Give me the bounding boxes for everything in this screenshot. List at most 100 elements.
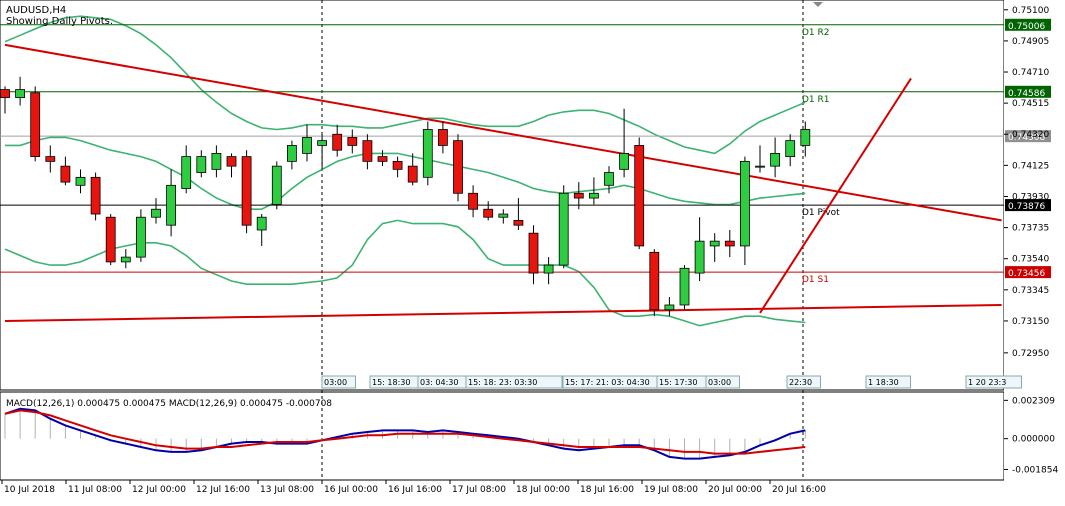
bull-candle [558, 192, 569, 266]
date-tick-label: 10 Jul 2018 [4, 485, 55, 495]
session-marker-text: 03: 04:30 [420, 378, 458, 387]
candles [0, 76, 811, 317]
macd-signal-line [4, 409, 806, 455]
session-marker-text: 15: 17: 21: 03: 04:30 [565, 378, 650, 387]
bear-candle [724, 240, 735, 247]
bear-candle [347, 137, 358, 146]
session-marker-box [865, 375, 911, 389]
bull-candle [498, 213, 509, 218]
bull-candle [604, 172, 614, 186]
price-tick-label: 0.73735 [1012, 224, 1049, 234]
price-tick-label: 0.74320 [1012, 130, 1049, 140]
bull-candle [120, 256, 131, 263]
current-price-label: 0.74308 [1008, 133, 1045, 143]
price-tick-labels: 0.75100 0.74905 0.74710 0.74515 0.74320 0.741… [1004, 6, 1049, 359]
bear-candle [528, 232, 539, 274]
pivot-level-name: D1 S1 [802, 275, 829, 285]
macd-tick-label: 0.002309 [1012, 396, 1055, 406]
pivot-level-name: D1 R2 [802, 28, 830, 38]
bull-candle [181, 156, 192, 189]
bear-candle [407, 165, 418, 183]
bull-candle [256, 216, 267, 231]
session-marker-text: 03:00 [324, 378, 347, 387]
macd-tick-label: 0.000000 [1012, 435, 1055, 445]
bull-candle [286, 145, 297, 162]
session-marker-box [786, 375, 821, 389]
pivot-level-name: D1 Pivot [802, 208, 840, 218]
session-marker-bar: 03:00 15: 18:30 03: 04:30 15: 18: 23: 03:30… [321, 375, 1022, 389]
bull-candle [679, 267, 690, 306]
bull-candle [135, 216, 146, 258]
date-tick-label: 12 Jul 16:00 [196, 485, 250, 495]
trendlines [4, 43, 1002, 322]
bear-candle [377, 156, 388, 162]
bear-candle [60, 165, 71, 183]
price-tick-label: 0.73345 [1012, 286, 1049, 296]
date-tick-label: 16 Jul 16:00 [388, 485, 442, 495]
trendline [4, 303, 1002, 322]
bear-candle [634, 145, 645, 247]
bull-candle [317, 140, 328, 146]
date-tick-label: 11 Jul 08:00 [68, 485, 122, 495]
bear-candle [483, 208, 494, 218]
bear-candle [573, 192, 584, 199]
bull-candle [664, 304, 675, 311]
band-upper-line [4, 15, 806, 155]
bull-candle [166, 184, 177, 226]
pivot-price-label: 0.75006 [1008, 22, 1045, 32]
bull-candle [709, 240, 720, 247]
bear-candle [392, 160, 403, 170]
session-marker-box [965, 375, 1022, 389]
bull-candle [422, 129, 433, 178]
bull-candle [770, 152, 780, 167]
bear-candle [241, 156, 252, 226]
pivot-level-name: D1 R1 [802, 95, 830, 105]
date-tick-label: 18 Jul 00:00 [516, 485, 570, 495]
date-tick-labels: 10 Jul 2018 11 Jul 08:00 12 Jul 00:00 12 Ju… [1, 480, 826, 495]
trendline [759, 77, 912, 314]
bull-candle [589, 192, 599, 199]
bear-candle [437, 129, 448, 146]
price-tick-label: 0.74515 [1012, 99, 1049, 109]
price-tick-label: 0.74905 [1012, 37, 1049, 47]
date-tick-label: 18 Jul 16:00 [580, 485, 634, 495]
bear-candle [513, 220, 524, 226]
bear-candle [0, 89, 10, 98]
session-marker-text: 15: 18:30 [372, 378, 410, 387]
bull-candle [211, 152, 222, 170]
bull-candle [196, 156, 207, 173]
band-middle-line [5, 136, 806, 210]
session-marker-box [705, 375, 740, 389]
bull-candle [694, 240, 705, 274]
pivots-subtitle: Showing Daily Pivots. [6, 16, 113, 27]
session-marker-text: 1 18:30 [868, 378, 899, 387]
date-tick-label: 17 Jul 08:00 [452, 485, 506, 495]
date-tick-label: 19 Jul 08:00 [644, 485, 698, 495]
bull-candle [302, 137, 312, 154]
bear-candle [362, 140, 373, 162]
bull-candle [740, 160, 750, 247]
bear-candle [468, 192, 479, 210]
macd-title: MACD(12,26,1) 0.000475 0.000475 MACD(12,… [6, 399, 332, 409]
date-tick-label: 16 Jul 00:00 [324, 485, 378, 495]
session-marker-text: 22:30 [789, 378, 812, 387]
session-marker-box [321, 375, 356, 389]
bear-candle [226, 156, 237, 167]
shift-marker-icon[interactable] [813, 2, 823, 7]
session-separators [321, 0, 804, 480]
price-tick-label: 0.74125 [1012, 161, 1049, 171]
bull-candle [271, 165, 282, 205]
date-tick-label: 13 Jul 08:00 [260, 485, 314, 495]
pivot-price-label: 0.73456 [1008, 269, 1045, 279]
bull-candle [15, 89, 26, 98]
price-tick-label: 0.75100 [1012, 6, 1049, 16]
price-tick-label: 0.74710 [1012, 68, 1049, 78]
trendline [4, 43, 1002, 222]
bull-candle [785, 140, 796, 157]
bull-candle [151, 208, 161, 218]
bull-candle [543, 264, 554, 274]
bear-candle [649, 251, 660, 311]
symbol-title: AUDUSD,H4 [6, 5, 66, 16]
